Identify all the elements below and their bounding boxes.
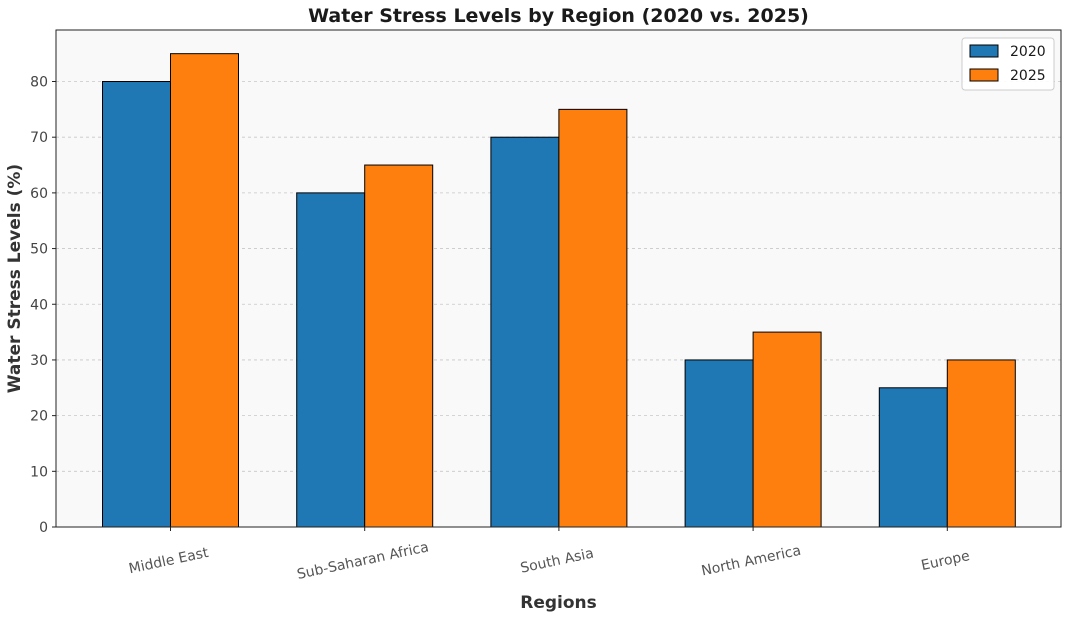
legend-label-2025: 2025 (1010, 68, 1046, 84)
legend-label-2020: 2020 (1010, 44, 1046, 60)
bar-2025-middle-east (170, 53, 239, 528)
legend-swatch-2020 (969, 44, 999, 58)
y-tick-label: 60 (30, 186, 48, 202)
y-tick-label: 50 (30, 242, 48, 258)
x-tick-label: South Asia (519, 546, 595, 577)
bar-2025-south-asia (558, 108, 628, 528)
bar-2020-north-america (684, 359, 754, 528)
y-tick-label: 40 (30, 297, 48, 313)
legend-swatch-2025 (969, 68, 999, 82)
x-tick-label: North America (700, 543, 802, 580)
y-tick-label: 0 (39, 520, 48, 536)
legend: 2020 2025 (961, 37, 1055, 91)
bars (102, 53, 1016, 528)
x-tick-label: Europe (920, 548, 971, 574)
bar-2025-europe (946, 359, 1016, 528)
y-axis-label: Water Stress Levels (%) (5, 164, 25, 393)
x-tick-label: Middle East (127, 545, 210, 578)
y-axis-ticks: 0 10 20 30 40 50 60 70 80 (30, 75, 56, 536)
x-axis-label: Regions (520, 593, 597, 613)
bar-2025-sub-saharan-africa (364, 164, 434, 528)
bar-2020-middle-east (102, 81, 171, 528)
bar-2025-north-america (752, 331, 822, 528)
y-tick-label: 80 (30, 75, 48, 91)
bar-2020-south-asia (490, 136, 560, 528)
bar-2020-europe (878, 387, 948, 528)
y-tick-label: 30 (30, 353, 48, 369)
x-tick-label: Sub-Saharan Africa (296, 539, 431, 583)
y-tick-label: 70 (30, 130, 48, 146)
bar-2020-sub-saharan-africa (296, 192, 366, 528)
y-tick-label: 20 (30, 409, 48, 425)
y-tick-label: 10 (30, 464, 48, 480)
chart-title: Water Stress Levels by Region (2020 vs. … (308, 5, 809, 27)
x-axis-ticks: Middle East Sub-Saharan Africa South Asia N… (127, 527, 971, 583)
